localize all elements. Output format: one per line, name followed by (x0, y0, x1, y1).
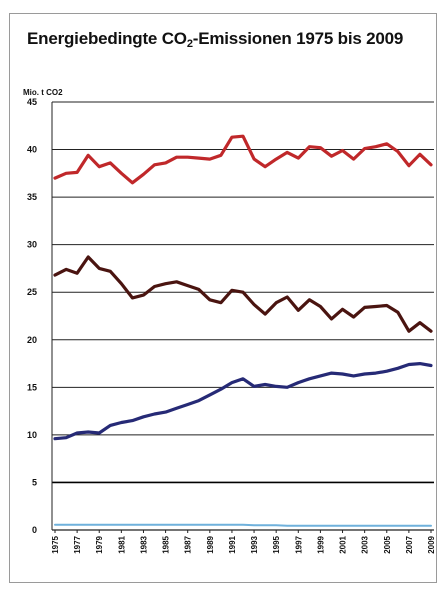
x-tick-label: 1987 (184, 535, 193, 553)
chart-title-rest: -Emissionen 1975 bis 2009 (192, 29, 404, 48)
x-tick-label: 2009 (427, 535, 436, 553)
y-tick-label: 10 (27, 430, 37, 440)
y-tick-label: 20 (27, 335, 37, 345)
chart-title-main: Energiebedingte CO (27, 29, 187, 48)
x-tick-label: 1979 (95, 535, 104, 553)
grid-layer (52, 101, 434, 531)
x-tick-label: 1991 (228, 535, 237, 553)
axis-layer (51, 102, 434, 533)
y-tick-label: 25 (27, 287, 37, 297)
x-tick-label: 1995 (272, 535, 281, 553)
x-tick-label: 1985 (162, 535, 171, 553)
x-tick-label: 1989 (206, 535, 215, 553)
series-line-1 (53, 134, 433, 185)
y-tick-label: 30 (27, 240, 37, 250)
y-axis-unit-label: Mio. t CO2 (23, 88, 63, 97)
y-tick-label: 40 (27, 145, 37, 155)
y-tick-label: 0 (32, 525, 37, 535)
x-tick-label: 2003 (361, 535, 370, 553)
y-tick-label: 5 (32, 477, 37, 487)
series-layer (53, 134, 433, 527)
x-tick-label: 1993 (250, 535, 259, 553)
label-layer: 0 5 10 15 20 25 30 35 40 45 1975 1977 1979 1981 1983 19… (27, 97, 436, 554)
x-tick-label: 1975 (51, 535, 60, 553)
x-tick-label: 2005 (383, 535, 392, 553)
series-line-3 (53, 362, 433, 441)
x-tick-label: 2001 (339, 535, 348, 553)
x-tick-label: 1997 (294, 535, 303, 553)
series-line-4 (54, 523, 432, 527)
x-tick-label: 1977 (73, 535, 82, 553)
x-tick-label: 1983 (139, 535, 148, 553)
chart-title-subscript: 2 (186, 38, 193, 50)
y-tick-label: 35 (27, 192, 37, 202)
chart-title: Energiebedingte CO2-Emissionen 1975 bis … (27, 29, 403, 50)
series-line-2 (53, 255, 433, 333)
x-tick-label: 1999 (316, 535, 325, 553)
y-tick-label: 15 (27, 382, 37, 392)
y-tick-label: 45 (27, 97, 37, 107)
x-tick-label: 1981 (117, 535, 126, 553)
x-tick-label: 2007 (405, 535, 414, 553)
